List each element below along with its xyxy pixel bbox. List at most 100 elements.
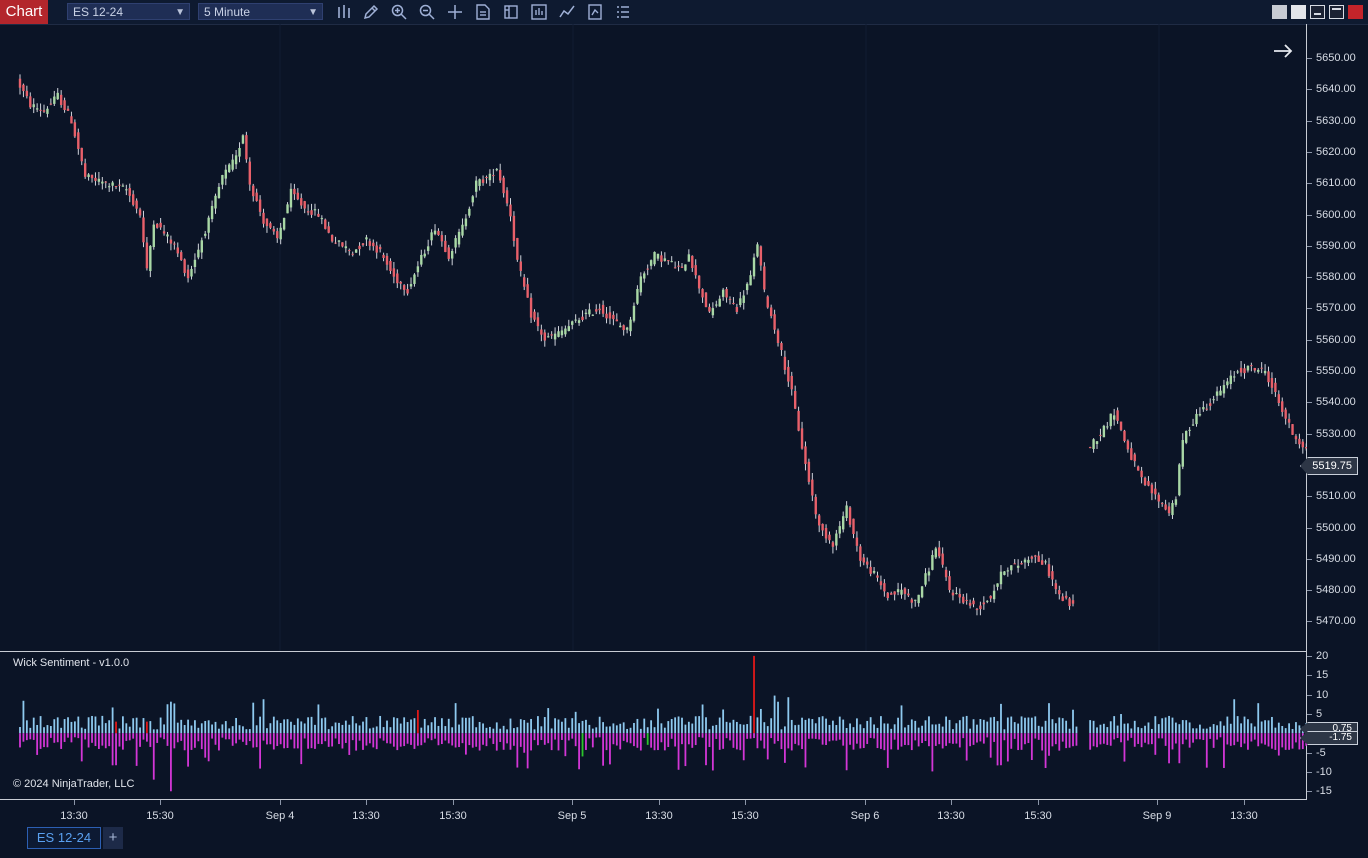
candle-up	[1263, 370, 1267, 374]
scroll-to-latest-arrow-icon[interactable]	[1272, 40, 1294, 62]
upper-wick-bar	[25, 720, 28, 734]
upper-wick-bar	[821, 716, 824, 734]
candle-down	[1250, 365, 1253, 367]
indicators-icon[interactable]	[530, 3, 548, 21]
upper-wick-bar	[753, 655, 755, 734]
candle-up	[1202, 407, 1205, 410]
lower-wick-bar	[756, 733, 759, 749]
lower-wick-bar	[43, 733, 45, 748]
lower-wick-bar	[1223, 733, 1225, 768]
upper-wick-bar	[938, 723, 941, 734]
upper-wick-bar	[1020, 716, 1023, 734]
lower-wick-bar	[759, 733, 762, 741]
close-icon[interactable]	[1348, 5, 1363, 19]
zoom-out-icon[interactable]	[418, 3, 436, 21]
bar-type-icon[interactable]	[335, 3, 353, 21]
wick-sentiment-panel[interactable]	[0, 652, 1307, 799]
candle-down	[646, 268, 649, 270]
candle-down	[598, 308, 601, 311]
lower-wick-bar	[355, 733, 358, 751]
lower-wick-bar	[1109, 733, 1112, 746]
upper-wick-bar	[458, 724, 460, 734]
candle-down	[660, 255, 663, 262]
lower-wick-bar	[619, 733, 622, 750]
upper-wick-bar	[238, 725, 241, 734]
upper-wick-bar	[259, 716, 261, 734]
properties-icon[interactable]	[502, 3, 520, 21]
candle-down	[907, 593, 910, 596]
crosshair-icon[interactable]	[446, 3, 464, 21]
lower-wick-bar	[214, 733, 217, 745]
instrument-tab[interactable]: ES 12-24	[27, 827, 101, 849]
price-chart-panel[interactable]	[0, 24, 1307, 651]
upper-wick-bar	[211, 724, 213, 734]
strategies-icon[interactable]	[558, 3, 576, 21]
lower-wick-bar	[540, 733, 543, 741]
lower-wick-bar	[1295, 733, 1297, 743]
candle-down	[70, 116, 73, 124]
data-box-icon[interactable]	[474, 3, 492, 21]
lower-wick-bar	[314, 733, 316, 749]
upper-wick-bar	[56, 717, 59, 734]
lower-wick-bar	[56, 733, 59, 743]
lower-wick-bar	[454, 733, 457, 748]
candle-down	[780, 343, 783, 351]
add-tab-button[interactable]: +	[103, 827, 123, 849]
minimize-icon[interactable]	[1310, 5, 1325, 19]
upper-wick-bar	[633, 722, 635, 734]
candle-up	[454, 238, 457, 248]
time-axis-tick	[659, 800, 660, 805]
lower-wick-bar	[365, 733, 368, 746]
lower-wick-bar	[1291, 733, 1294, 749]
upper-wick-bar	[1092, 720, 1095, 734]
zoom-in-icon[interactable]	[390, 3, 408, 21]
candle-up	[1106, 426, 1109, 428]
chart-menu-button[interactable]: Chart	[0, 0, 48, 24]
upper-wick-bar	[248, 729, 251, 734]
upper-wick-bar	[969, 728, 972, 734]
maximize-icon[interactable]	[1329, 5, 1344, 19]
candle-down	[145, 242, 149, 269]
upper-wick-bar	[1274, 727, 1277, 734]
upper-wick-bar	[845, 728, 848, 734]
lower-wick-bar	[924, 733, 927, 742]
instrument-selector[interactable]: ES 12-24 ▼	[67, 3, 190, 20]
lower-wick-bar	[91, 733, 93, 743]
lower-wick-bar	[986, 733, 989, 738]
candle-down	[1267, 371, 1270, 383]
menu-list-icon[interactable]	[614, 3, 632, 21]
candle-down	[396, 273, 399, 284]
upper-wick-bar	[653, 727, 656, 734]
candle-down	[296, 192, 300, 200]
candle-up	[149, 245, 152, 272]
tile-icon[interactable]	[1291, 5, 1306, 19]
upper-wick-bar	[591, 728, 594, 734]
lower-wick-bar	[104, 733, 107, 749]
candle-up	[872, 570, 876, 573]
lower-wick-bar	[101, 733, 104, 746]
lower-wick-bar	[1068, 733, 1071, 748]
lower-wick-bar	[159, 733, 162, 738]
templates-icon[interactable]	[586, 3, 604, 21]
candle-down	[310, 210, 313, 215]
lower-wick-bar	[567, 733, 570, 741]
interval-selector[interactable]: 5 Minute ▼	[198, 3, 323, 20]
upper-wick-bar	[444, 726, 447, 734]
upper-wick-bar	[423, 718, 426, 734]
upper-wick-bar	[382, 727, 385, 734]
pencil-draw-icon[interactable]	[362, 3, 380, 21]
upper-wick-bar	[1140, 728, 1143, 734]
price-axis-tick	[1307, 245, 1312, 247]
candle-down	[828, 534, 831, 541]
restore-icon[interactable]	[1272, 5, 1287, 19]
time-axis-tick	[160, 800, 161, 805]
upper-wick-bar	[235, 717, 237, 734]
lower-wick-bar	[180, 733, 183, 741]
panel-separator[interactable]	[0, 651, 1307, 652]
upper-wick-bar	[646, 727, 649, 734]
upper-wick-bar	[1123, 723, 1126, 734]
upper-wick-bar	[561, 721, 563, 734]
upper-wick-bar	[557, 719, 560, 734]
upper-wick-bar	[399, 723, 402, 734]
candle-up	[365, 237, 368, 240]
